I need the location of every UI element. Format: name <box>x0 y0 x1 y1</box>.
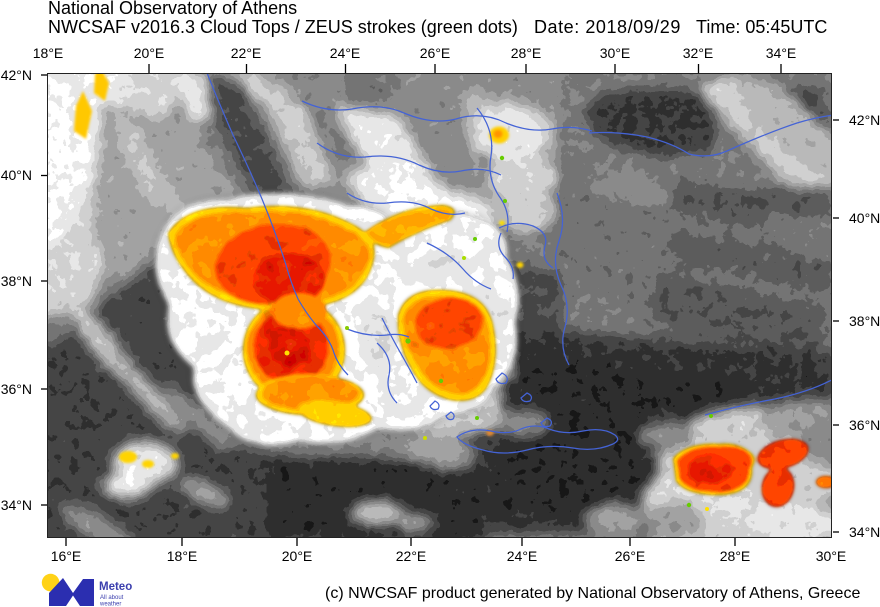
svg-text:All about: All about <box>100 595 124 601</box>
svg-text:weather: weather <box>99 602 121 607</box>
svg-text:Meteo: Meteo <box>99 581 132 593</box>
